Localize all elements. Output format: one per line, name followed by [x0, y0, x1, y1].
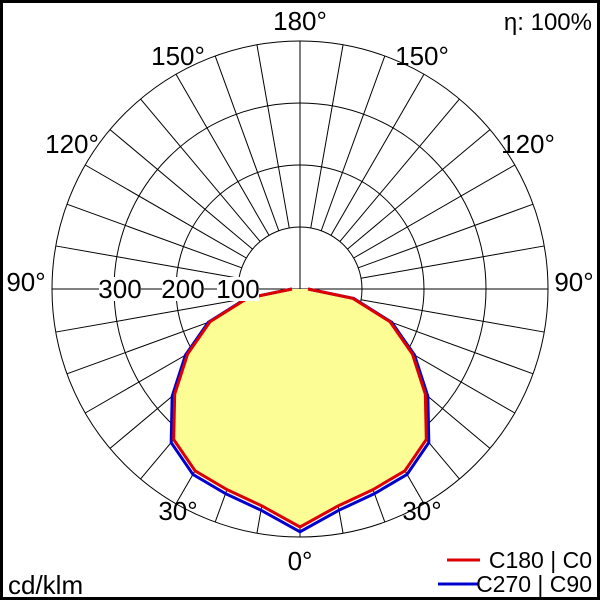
svg-text:cd/klm: cd/klm [8, 570, 83, 600]
svg-text:300: 300 [98, 274, 141, 304]
svg-text:150°: 150° [151, 41, 205, 71]
svg-text:η: 100%: η: 100% [504, 9, 592, 36]
svg-text:30°: 30° [158, 496, 197, 526]
svg-text:C180 | C0: C180 | C0 [489, 547, 592, 573]
svg-text:200: 200 [161, 274, 204, 304]
svg-text:30°: 30° [402, 496, 441, 526]
svg-text:100: 100 [216, 274, 259, 304]
svg-text:120°: 120° [45, 129, 99, 159]
svg-text:90°: 90° [6, 267, 45, 297]
svg-text:0°: 0° [288, 546, 313, 576]
svg-text:90°: 90° [554, 267, 593, 297]
svg-text:180°: 180° [273, 6, 327, 36]
svg-text:120°: 120° [501, 129, 555, 159]
svg-text:150°: 150° [395, 41, 449, 71]
svg-text:C270 | C90: C270 | C90 [476, 571, 592, 597]
